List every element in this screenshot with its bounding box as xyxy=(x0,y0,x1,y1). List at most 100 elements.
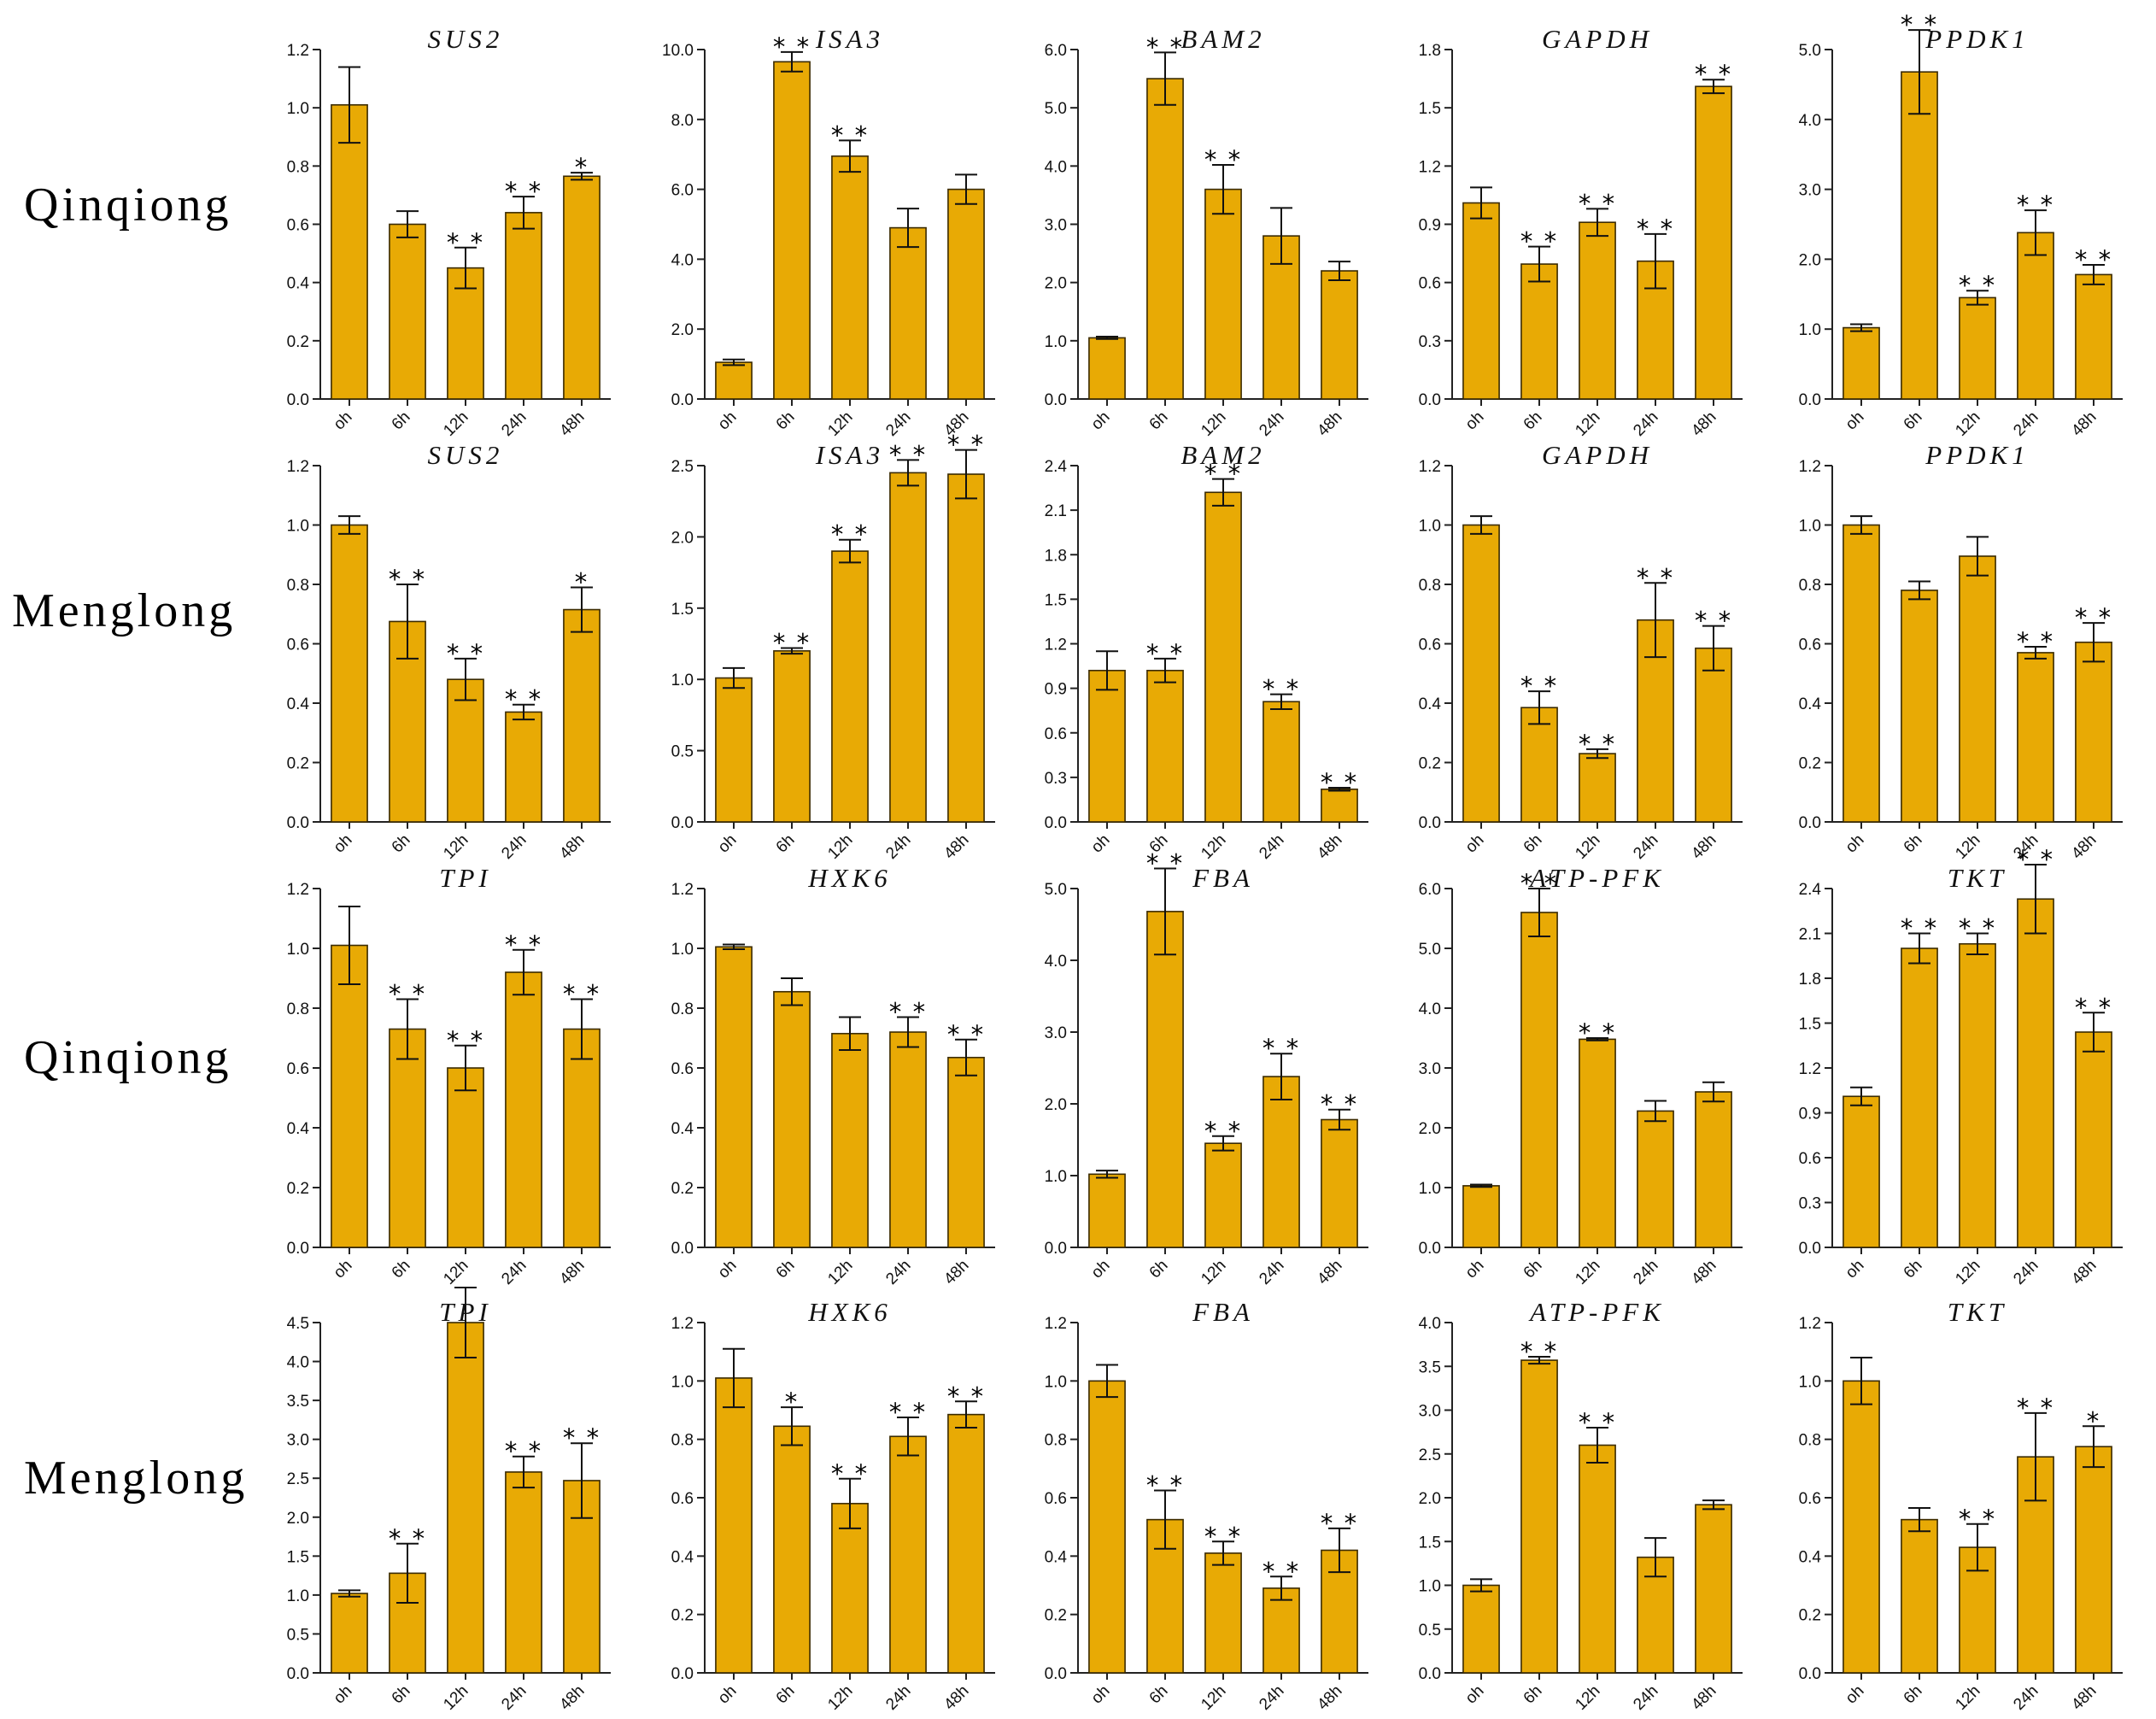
significance-mark: * * xyxy=(1263,675,1300,704)
bar xyxy=(1901,590,1938,823)
bar xyxy=(947,188,985,400)
x-tick-label: oh xyxy=(715,1257,741,1282)
x-tick-label: 24h xyxy=(2010,408,2042,440)
significance-mark: * * xyxy=(447,1026,484,1055)
x-tick-label: 48h xyxy=(940,831,972,863)
y-tick-label: 1.2 xyxy=(287,881,309,899)
chart-9: 0.0 0.2 0.4 0.6 0.8 1.0 1.2 GAPDH oh * * 6h * * 12h *… xyxy=(1419,440,1743,863)
y-tick-label: 0.4 xyxy=(1419,695,1442,713)
x-tick-label: 48h xyxy=(556,408,588,440)
bar xyxy=(947,473,985,823)
y-tick-label: 0.0 xyxy=(1799,814,1821,832)
y-tick-label: 6.0 xyxy=(1419,881,1441,899)
bar xyxy=(947,1056,985,1248)
bar xyxy=(773,61,811,400)
y-tick-label: 2.0 xyxy=(1419,1490,1441,1508)
bar xyxy=(563,175,601,400)
x-tick-label: 24h xyxy=(498,408,530,440)
y-tick-label: 0.6 xyxy=(1419,275,1441,293)
x-tick-label: 48h xyxy=(1688,1682,1720,1714)
x-tick-label: 12h xyxy=(1952,408,1983,440)
y-tick-label: 0.2 xyxy=(287,1180,309,1198)
bar xyxy=(773,650,811,823)
y-tick-label: 0.0 xyxy=(287,391,309,409)
significance-mark: * * xyxy=(831,1459,869,1488)
chart-20: 0.0 0.2 0.4 0.6 0.8 1.0 1.2 TKT oh 6h * * 12h * * 24h… xyxy=(1799,1297,2123,1714)
bar xyxy=(831,1032,869,1248)
y-tick-label: 3.0 xyxy=(1045,217,1067,235)
y-tick-label: 0.4 xyxy=(1799,1548,1822,1566)
bar xyxy=(1695,1504,1732,1674)
bar xyxy=(447,1067,484,1248)
y-tick-label: 0.8 xyxy=(1419,577,1441,595)
x-tick-label: oh xyxy=(1088,1682,1114,1708)
x-tick-label: oh xyxy=(1462,831,1488,857)
y-tick-label: 1.2 xyxy=(1799,1315,1821,1333)
chart-title: ISA3 xyxy=(815,440,884,470)
bar xyxy=(2017,898,2054,1248)
bar xyxy=(715,1377,753,1674)
y-tick-label: 0.3 xyxy=(1799,1195,1821,1213)
chart-title: FBA xyxy=(1192,1297,1254,1327)
y-tick-label: 1.0 xyxy=(1419,518,1441,536)
x-tick-label: 12h xyxy=(1198,408,1229,440)
significance-mark: * * xyxy=(773,629,811,658)
y-tick-label: 1.0 xyxy=(1799,518,1821,536)
chart-4: 0.0 0.3 0.6 0.9 1.2 1.5 1.8 GAPDH oh * * 6h * * 12h *… xyxy=(1419,24,1743,440)
y-tick-label: 0.8 xyxy=(1799,1432,1821,1450)
bar xyxy=(505,1471,542,1674)
y-tick-label: 0.4 xyxy=(1799,695,1822,713)
y-tick-label: 6.0 xyxy=(671,182,694,200)
chart-12: 0.0 0.2 0.4 0.6 0.8 1.0 1.2 HXK6 oh 6h 12h * * 24h * … xyxy=(671,863,995,1288)
y-tick-label: 1.2 xyxy=(671,1315,694,1333)
significance-mark: * * xyxy=(947,1020,985,1049)
x-tick-label: 48h xyxy=(1688,1257,1720,1288)
x-tick-label: 24h xyxy=(1256,831,1287,863)
bar xyxy=(505,711,542,823)
bar xyxy=(2075,1446,2112,1674)
bar xyxy=(889,1031,927,1248)
x-tick-label: 48h xyxy=(1314,1682,1345,1714)
y-tick-label: 4.0 xyxy=(671,251,694,269)
x-tick-label: 24h xyxy=(2010,1682,2042,1714)
y-tick-label: 0.8 xyxy=(671,1000,694,1018)
bar xyxy=(1695,647,1732,823)
x-tick-label: 24h xyxy=(882,408,914,440)
y-tick-label: 3.0 xyxy=(287,1432,309,1450)
chart-3: 0.0 1.0 2.0 3.0 4.0 5.0 6.0 BAM2 oh * * 6h * * 12h 24… xyxy=(1045,24,1368,440)
y-tick-label: 1.0 xyxy=(1419,1578,1441,1596)
x-tick-label: 6h xyxy=(773,831,799,857)
x-tick-label: oh xyxy=(1843,1257,1868,1282)
y-tick-label: 4.0 xyxy=(1045,953,1067,971)
y-tick-label: 1.2 xyxy=(1419,158,1441,176)
bar xyxy=(1959,942,1996,1248)
bar xyxy=(715,946,753,1248)
y-tick-label: 1.2 xyxy=(287,42,309,60)
x-tick-label: 48h xyxy=(1314,1257,1345,1288)
x-tick-label: 48h xyxy=(940,1682,972,1714)
bar xyxy=(1204,188,1242,400)
y-tick-label: 10.0 xyxy=(662,42,694,60)
y-tick-label: 1.2 xyxy=(1799,1060,1821,1078)
chart-title: SUS2 xyxy=(428,24,504,54)
chart-title: GAPDH xyxy=(1542,24,1653,54)
x-tick-label: 6h xyxy=(773,408,799,434)
y-tick-label: 0.9 xyxy=(1045,681,1067,699)
bar xyxy=(1263,701,1300,823)
significance-mark: * * xyxy=(889,440,927,469)
y-tick-label: 0.8 xyxy=(287,577,309,595)
bar xyxy=(1204,1142,1242,1248)
x-tick-label: oh xyxy=(1462,1682,1488,1708)
y-tick-label: 2.0 xyxy=(1419,1120,1441,1138)
significance-mark: * * xyxy=(505,685,542,714)
x-tick-label: 12h xyxy=(440,1682,472,1714)
chart-7: 0.0 0.5 1.0 1.5 2.0 2.5 ISA3 oh * * 6h * * 12h * * 24… xyxy=(671,431,995,863)
significance-mark: * * xyxy=(1901,10,1938,39)
significance-mark: * * xyxy=(1146,848,1184,877)
bar xyxy=(1146,911,1184,1248)
significance-mark: * * xyxy=(831,520,869,549)
bar xyxy=(2017,652,2054,823)
y-tick-label: 0.8 xyxy=(287,1000,309,1018)
x-tick-label: 6h xyxy=(1520,408,1546,434)
